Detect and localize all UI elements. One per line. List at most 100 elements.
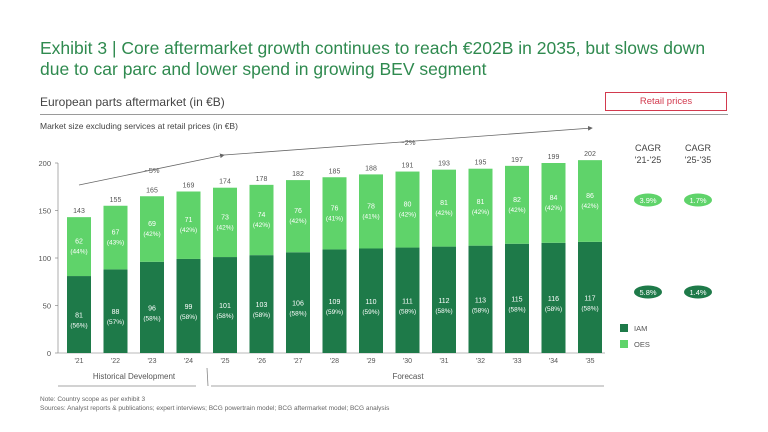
total-value-label: 197 [511, 157, 523, 164]
chart-subtitle: European parts aftermarket (in €B) [40, 95, 225, 109]
oes-share-label: (42%) [581, 203, 598, 210]
y-tick-label: 150 [38, 207, 51, 216]
historical-trend-arrow [78, 153, 225, 186]
iam-value-label: 81 [75, 313, 83, 320]
total-value-label: 143 [73, 208, 85, 215]
cagr-header-line2: '21-'25 [635, 155, 661, 165]
bar-segment-oes [140, 196, 164, 262]
iam-value-label: 113 [475, 297, 486, 304]
period-divider [206, 367, 209, 387]
x-tick-label: '23 [147, 358, 156, 365]
header-divider [40, 114, 728, 115]
bar-segment-iam [578, 241, 602, 353]
y-tick-label: 0 [47, 349, 51, 358]
total-value-label: 155 [110, 197, 122, 204]
total-value-label: 174 [219, 179, 231, 186]
oes-value-label: 86 [586, 193, 594, 200]
iam-share-label: (58%) [289, 311, 306, 318]
oes-value-label: 81 [477, 199, 485, 206]
iam-share-label: (58%) [216, 313, 233, 320]
oes-value-label: 73 [221, 214, 229, 221]
oes-value-label: 69 [148, 221, 156, 228]
iam-share-label: (58%) [180, 314, 197, 321]
x-tick-label: '29 [366, 358, 375, 365]
total-value-label: 178 [256, 176, 268, 183]
oes-share-label: (42%) [289, 218, 306, 225]
bar-segment-iam [176, 258, 201, 353]
iam-share-label: (58%) [435, 308, 452, 315]
iam-share-label: (58%) [143, 315, 160, 322]
x-tick-label: '26 [257, 358, 266, 365]
bar-segment-oes [103, 205, 128, 270]
forecast-period-label: Forecast [392, 372, 424, 381]
bar-segment-iam [359, 248, 383, 353]
cagr-header-line2: '25-'35 [685, 155, 711, 165]
total-value-label: 185 [329, 168, 341, 175]
bar-segment-iam [286, 252, 310, 353]
iam-value-label: 115 [511, 296, 522, 303]
cagr-iam-badge [634, 285, 662, 299]
iam-value-label: 99 [185, 304, 193, 311]
cagr-header-line1: CAGR [685, 143, 712, 153]
x-tick-label: '33 [512, 358, 521, 365]
oes-value-label: 74 [258, 212, 266, 219]
iam-value-label: 111 [402, 298, 413, 305]
oes-value-label: 71 [185, 217, 193, 224]
bar-segment-iam [213, 257, 237, 353]
oes-share-label: (42%) [472, 209, 489, 216]
historical-cagr-label: ~5% [144, 166, 160, 175]
oes-share-label: (44%) [70, 249, 87, 256]
total-value-label: 188 [365, 165, 377, 172]
total-value-label: 182 [292, 171, 304, 178]
oes-share-label: (42%) [435, 210, 452, 217]
bar-segment-oes [322, 177, 347, 250]
forecast-cagr-label: ~2% [400, 138, 416, 147]
iam-value-label: 101 [219, 303, 231, 310]
x-tick-label: '21 [74, 358, 83, 365]
bar-segment-iam [395, 247, 420, 353]
bar-segment-oes [249, 184, 274, 256]
bar-segment-iam [140, 261, 164, 353]
oes-share-label: (42%) [180, 227, 197, 234]
x-tick-label: '31 [439, 358, 448, 365]
iam-share-label: (58%) [399, 308, 416, 315]
x-tick-label: '24 [184, 358, 193, 365]
oes-value-label: 81 [440, 200, 448, 207]
bar-segment-oes [67, 217, 91, 277]
oes-value-label: 80 [404, 202, 412, 209]
y-tick-label: 100 [38, 254, 51, 263]
bar-segment-oes [468, 168, 493, 246]
bar-segment-iam [103, 269, 128, 353]
iam-share-label: (56%) [70, 323, 87, 330]
x-tick-label: '25 [220, 358, 229, 365]
retail-prices-tag: Retail prices [605, 92, 727, 111]
total-value-label: 169 [183, 183, 195, 190]
market-size-note: Market size excluding services at retail… [40, 121, 238, 131]
total-value-label: 165 [146, 187, 158, 194]
iam-share-label: (58%) [581, 305, 598, 312]
footnote-note: Note: Country scope as per exhibit 3 [40, 396, 146, 403]
oes-value-label: 78 [367, 203, 375, 210]
cagr-oes-badge [684, 193, 712, 207]
x-tick-label: '35 [585, 358, 594, 365]
cagr-iam-value: 5.8% [639, 288, 656, 297]
oes-value-label: 76 [331, 205, 339, 212]
iam-share-label: (59%) [362, 309, 379, 316]
forecast-trend-arrow [223, 125, 593, 156]
iam-share-label: (58%) [253, 312, 270, 319]
oes-share-label: (42%) [216, 224, 233, 231]
oes-share-label: (41%) [326, 215, 343, 222]
bar-segment-oes [432, 169, 456, 247]
x-tick-label: '34 [549, 358, 558, 365]
cagr-iam-badge [684, 285, 712, 299]
bar-segment-iam [322, 249, 347, 353]
cagr-oes-value: 3.9% [639, 196, 656, 205]
total-value-label: 193 [438, 161, 450, 168]
total-value-label: 191 [402, 163, 414, 170]
bar-segment-oes [176, 191, 201, 259]
bar-segment-oes [395, 171, 420, 248]
legend-label-oes: OES [634, 340, 650, 349]
oes-share-label: (42%) [399, 212, 416, 219]
total-value-label: 195 [475, 160, 487, 167]
legend-label-iam: IAM [634, 324, 647, 333]
